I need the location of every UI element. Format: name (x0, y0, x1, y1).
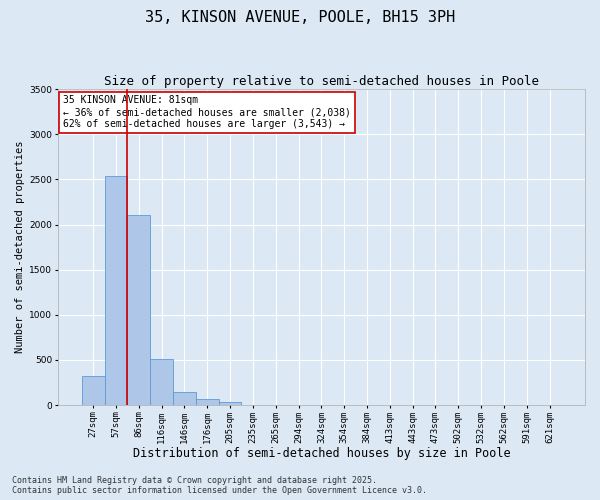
X-axis label: Distribution of semi-detached houses by size in Poole: Distribution of semi-detached houses by … (133, 447, 510, 460)
Text: Contains HM Land Registry data © Crown copyright and database right 2025.
Contai: Contains HM Land Registry data © Crown c… (12, 476, 427, 495)
Text: 35, KINSON AVENUE, POOLE, BH15 3PH: 35, KINSON AVENUE, POOLE, BH15 3PH (145, 10, 455, 25)
Bar (150, 359, 173, 405)
Text: 35 KINSON AVENUE: 81sqm
← 36% of semi-detached houses are smaller (2,038)
62% of: 35 KINSON AVENUE: 81sqm ← 36% of semi-de… (63, 96, 351, 128)
Bar (218, 402, 241, 405)
Bar (173, 392, 196, 405)
Title: Size of property relative to semi-detached houses in Poole: Size of property relative to semi-detach… (104, 75, 539, 88)
Bar (104, 176, 127, 405)
Bar (196, 399, 218, 405)
Y-axis label: Number of semi-detached properties: Number of semi-detached properties (15, 141, 25, 354)
Bar (127, 214, 150, 405)
Bar (82, 376, 104, 405)
